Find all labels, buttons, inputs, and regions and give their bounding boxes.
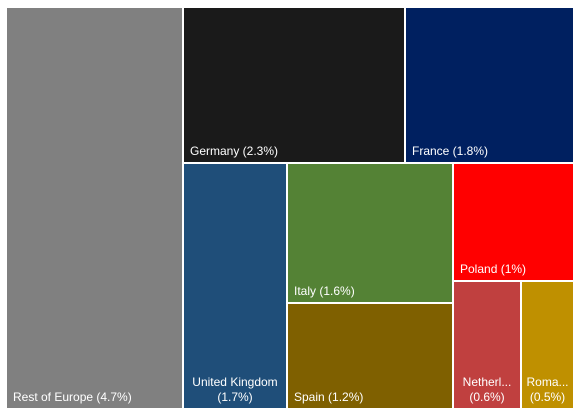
tile-rest-of-europe: Rest of Europe (4.7%) xyxy=(5,6,184,410)
tile-label-line: Germany (2.3%) xyxy=(190,144,278,158)
tile-rect-rest-of-europe xyxy=(5,6,184,410)
tile-label-line: Poland (1%) xyxy=(460,262,526,276)
tile-spain: Spain (1.2%) xyxy=(286,302,454,410)
tile-poland: Poland (1%) xyxy=(452,162,575,282)
tile-rect-germany xyxy=(182,6,406,164)
tile-rect-spain xyxy=(286,302,454,410)
tile-label-rest-of-europe: Rest of Europe (4.7%) xyxy=(13,390,132,404)
tile-united-kingdom: United Kingdom (1.7%) xyxy=(182,162,288,410)
tile-label-line: Spain (1.2%) xyxy=(294,390,363,404)
tile-label-line: (0.5%) xyxy=(530,390,565,404)
tile-rect-italy xyxy=(286,162,454,304)
tile-label-line: United Kingdom xyxy=(192,375,277,389)
tile-label-united-kingdom: United Kingdom (1.7%) xyxy=(192,375,277,404)
tile-label-germany: Germany (2.3%) xyxy=(190,144,278,158)
tile-romania: Roma... (0.5%) xyxy=(520,280,575,410)
tile-label-romania: Roma... (0.5%) xyxy=(526,375,568,404)
tile-label-line: France (1.8%) xyxy=(412,144,488,158)
tile-label-line: Netherl... xyxy=(463,375,512,389)
tile-label-poland: Poland (1%) xyxy=(460,262,526,276)
tile-label-line: (1.7%) xyxy=(217,390,252,404)
tile-rect-netherlands xyxy=(452,280,522,410)
tile-label-spain: Spain (1.2%) xyxy=(294,390,363,404)
tile-rect-united-kingdom xyxy=(182,162,288,410)
tile-label-line: Roma... xyxy=(526,375,568,389)
tile-label-line: (0.6%) xyxy=(469,390,504,404)
tile-rect-france xyxy=(404,6,575,164)
tile-germany: Germany (2.3%) xyxy=(182,6,406,164)
tile-netherlands: Netherl... (0.6%) xyxy=(452,280,522,410)
tile-france: France (1.8%) xyxy=(404,6,575,164)
tile-rect-poland xyxy=(452,162,575,282)
tile-italy: Italy (1.6%) xyxy=(286,162,454,304)
tile-label-netherlands: Netherl... (0.6%) xyxy=(463,375,512,404)
tile-label-line: Italy (1.6%) xyxy=(294,284,355,298)
tile-label-line: Rest of Europe (4.7%) xyxy=(13,390,132,404)
tile-label-france: France (1.8%) xyxy=(412,144,488,158)
tile-rect-romania xyxy=(520,280,575,410)
tile-label-italy: Italy (1.6%) xyxy=(294,284,355,298)
